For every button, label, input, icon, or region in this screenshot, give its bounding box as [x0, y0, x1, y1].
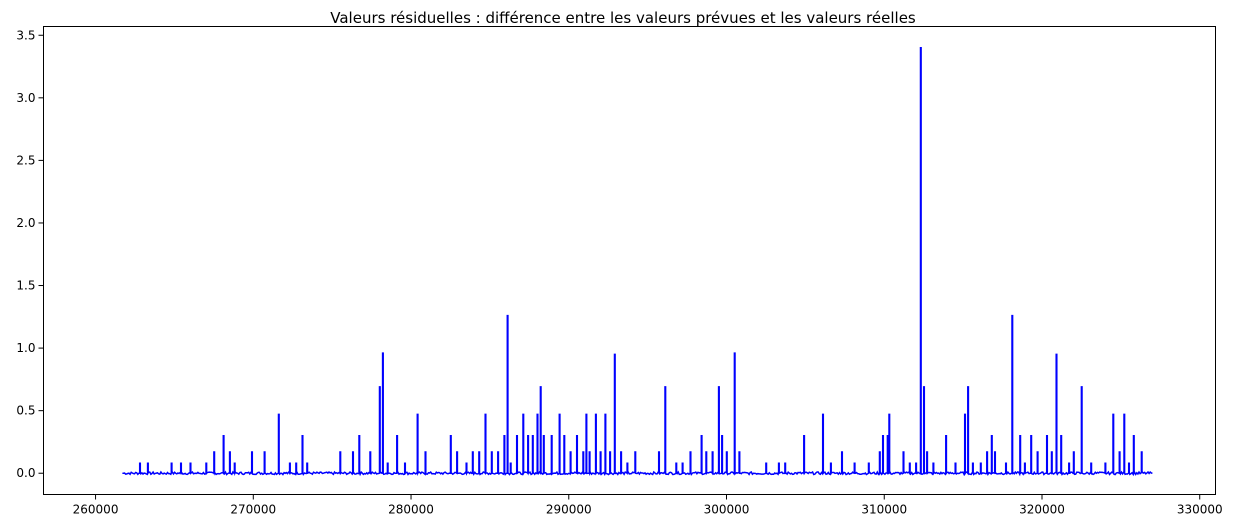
series-line-0	[122, 47, 1153, 477]
plot-area	[122, 47, 1153, 477]
chart-title: Valeurs résiduelles : différence entre l…	[330, 9, 916, 27]
y-tick-label: 2.0	[16, 216, 35, 230]
x-tick-label: 260000	[73, 503, 119, 517]
x-tick-label: 310000	[861, 503, 907, 517]
x-tick-label: 320000	[1019, 503, 1065, 517]
y-tick-label: 3.0	[16, 91, 35, 105]
y-tick-label: 2.5	[16, 153, 35, 167]
y-tick-label: 3.5	[16, 28, 35, 42]
y-tick-label: 0.0	[16, 466, 35, 480]
y-tick-label: 1.5	[16, 279, 35, 293]
x-tick-label: 280000	[388, 503, 434, 517]
y-tick-label: 0.5	[16, 404, 35, 418]
x-tick-label: 290000	[546, 503, 592, 517]
x-tick-label: 270000	[230, 503, 276, 517]
x-tick-label: 330000	[1177, 503, 1223, 517]
x-axis: 260000 270000 280000 290000 300000 310000 3200…	[73, 494, 1223, 517]
y-axis: 0.0 0.5 1.0 1.5 2.0 2.5 3.0 3.5	[16, 28, 44, 480]
x-tick-label: 300000	[704, 503, 750, 517]
plot-frame	[43, 26, 1216, 495]
y-tick-label: 1.0	[16, 341, 35, 355]
